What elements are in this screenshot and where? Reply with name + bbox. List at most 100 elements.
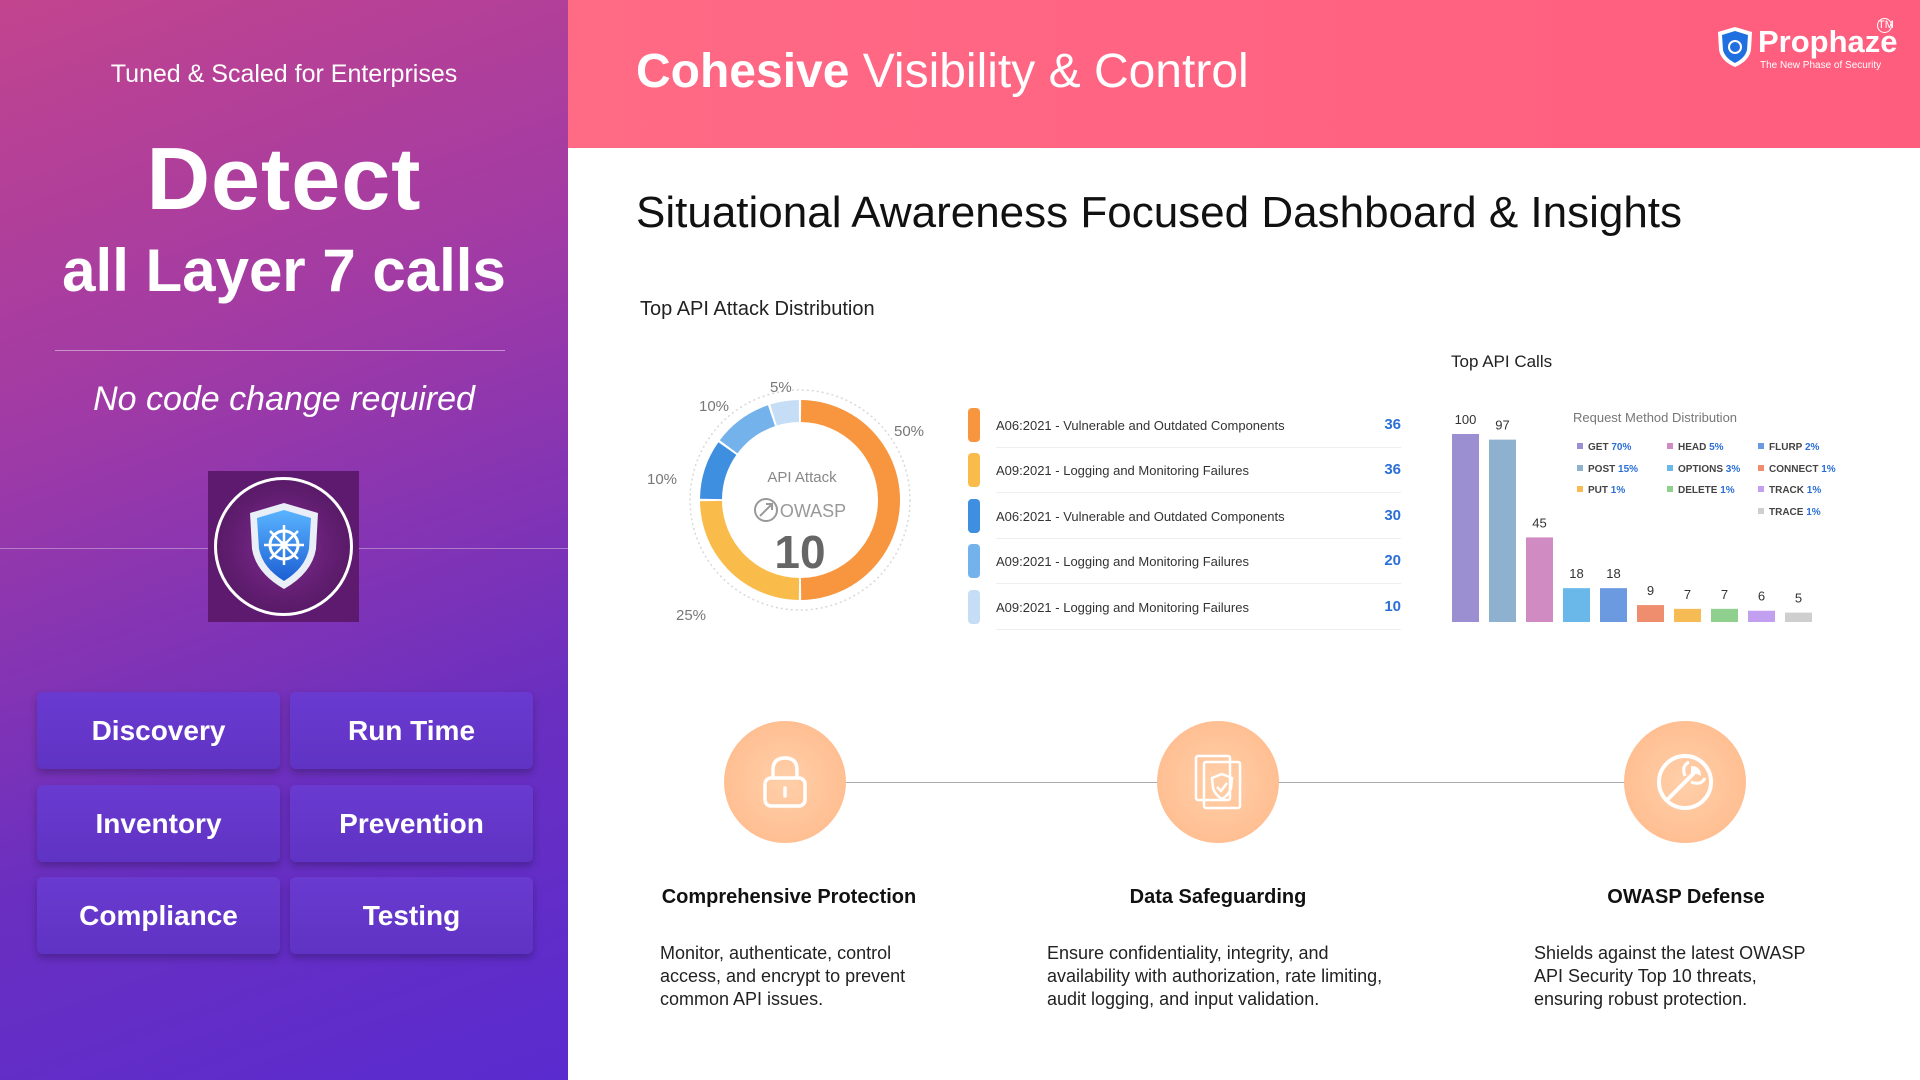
- bar-value-label: 18: [1569, 566, 1583, 581]
- bar-4[interactable]: [1600, 588, 1627, 622]
- shield-logo: [208, 471, 359, 622]
- legend-row: A06:2021 - Vulnerable and Outdated Compo…: [966, 497, 1401, 539]
- desc-line: Ensure confidentiality, integrity, and: [1047, 943, 1329, 963]
- trademark: TM: [1877, 18, 1894, 33]
- bar-value-label: 6: [1758, 589, 1765, 604]
- bar-7[interactable]: [1711, 608, 1738, 622]
- bar-8[interactable]: [1748, 610, 1775, 622]
- legend-label: A09:2021 - Logging and Monitoring Failur…: [996, 554, 1249, 569]
- feature-title: Data Safeguarding: [1129, 886, 1307, 908]
- legend-value: 36: [1384, 416, 1401, 433]
- donut-slice-2[interactable]: [700, 442, 737, 500]
- feature-description: Ensure confidentiality, integrity, and a…: [1047, 942, 1382, 1011]
- title-bold: Cohesive: [636, 45, 850, 98]
- donut-center-value: 10: [774, 526, 825, 578]
- method-legend-item: FLURP 2%: [1769, 442, 1819, 453]
- logo-sub: The New Phase of Security: [1760, 60, 1882, 71]
- run-time-button[interactable]: Run Time: [290, 692, 533, 769]
- bar-value-label: 97: [1495, 418, 1509, 433]
- donut-slice-4[interactable]: [770, 400, 800, 426]
- brand-logo[interactable]: Prophaze TM The New Phase of Security: [1716, 18, 1898, 78]
- subheadline: all Layer 7 calls: [62, 237, 506, 304]
- method-swatch: [1758, 443, 1764, 449]
- prevention-button[interactable]: Prevention: [290, 785, 533, 862]
- legend-label: A06:2021 - Vulnerable and Outdated Compo…: [996, 509, 1285, 524]
- method-swatch: [1577, 465, 1583, 471]
- bar-2[interactable]: [1526, 537, 1553, 622]
- slice-label: 25%: [676, 607, 707, 624]
- owasp-icon: [754, 498, 778, 522]
- method-legend-title: Request Method Distribution: [1573, 410, 1737, 425]
- method-swatch: [1758, 465, 1764, 471]
- attack-donut-chart: API Attack OWASP 10: [689, 389, 911, 611]
- legend-swatch: [968, 408, 980, 442]
- bar-3[interactable]: [1563, 588, 1590, 622]
- tagline: Tuned & Scaled for Enterprises: [110, 60, 458, 88]
- calls-chart-title: Top API Calls: [1451, 352, 1553, 371]
- donut-slice-0[interactable]: [800, 400, 900, 600]
- method-legend-item: TRACE 1%: [1769, 507, 1821, 518]
- feature-title: OWASP Defense: [1607, 886, 1765, 908]
- section-heading: Situational Awareness Focused Dashboard …: [636, 188, 1683, 237]
- method-swatch: [1577, 443, 1583, 449]
- secure-document-icon: [1194, 754, 1242, 810]
- bar-value-label: 18: [1606, 566, 1620, 581]
- method-swatch: [1577, 486, 1583, 492]
- bar-6[interactable]: [1674, 608, 1701, 622]
- bar-5[interactable]: [1637, 605, 1664, 622]
- desc-line: audit logging, and input validation.: [1047, 989, 1320, 1009]
- bar-9[interactable]: [1785, 612, 1812, 622]
- desc-line: API Security Top 10 threats,: [1534, 966, 1757, 986]
- legend-row: A06:2021 - Vulnerable and Outdated Compo…: [966, 406, 1401, 448]
- title-rest: Visibility & Control: [849, 45, 1249, 98]
- compliance-button[interactable]: Compliance: [37, 877, 280, 954]
- page-title: Cohesive Visibility & Control: [636, 44, 1249, 99]
- bar-value-label: 45: [1532, 515, 1546, 530]
- bar-value-label: 100: [1455, 412, 1477, 427]
- kubernetes-shield-icon: [250, 503, 318, 589]
- method-swatch: [1667, 443, 1673, 449]
- legend-label: A09:2021 - Logging and Monitoring Failur…: [996, 463, 1249, 478]
- donut-outline: [689, 389, 911, 611]
- testing-button[interactable]: Testing: [290, 877, 533, 954]
- legend-value: 10: [1384, 598, 1401, 615]
- desc-line: availability with authorization, rate li…: [1047, 966, 1383, 986]
- bar-0[interactable]: [1452, 434, 1479, 622]
- bar-value-label: 9: [1647, 583, 1654, 598]
- legend-row: A09:2021 - Logging and Monitoring Failur…: [966, 542, 1401, 584]
- slice-label: 10%: [699, 398, 730, 415]
- bar-1[interactable]: [1489, 439, 1516, 622]
- legend-swatch: [968, 453, 980, 487]
- method-swatch: [1667, 486, 1673, 492]
- legend-row: A09:2021 - Logging and Monitoring Failur…: [966, 451, 1401, 493]
- feature-description: Monitor, authenticate, control access, a…: [660, 942, 905, 1011]
- owasp-wasp-icon: [1657, 754, 1713, 810]
- desc-line: access, and encrypt to prevent: [660, 966, 906, 986]
- desc-line: common API issues.: [660, 989, 824, 1009]
- bar-value-label: 7: [1684, 587, 1691, 602]
- method-legend-item: CONNECT 1%: [1769, 464, 1836, 475]
- attack-chart-title: Top API Attack Distribution: [640, 298, 875, 320]
- legend-swatch: [968, 499, 980, 533]
- bar-value-label: 5: [1795, 591, 1802, 606]
- owasp-text: OWASP: [780, 501, 846, 521]
- donut-slice-3[interactable]: [719, 405, 776, 454]
- desc-line: Monitor, authenticate, control: [660, 943, 892, 963]
- slice-label: 10%: [647, 471, 678, 488]
- donut-center-label: API Attack: [767, 469, 837, 486]
- feature-description: Shields against the latest OWASP API Sec…: [1534, 942, 1805, 1011]
- bar-value-label: 7: [1721, 587, 1728, 602]
- legend-row: A09:2021 - Logging and Monitoring Failur…: [966, 588, 1401, 630]
- inventory-button[interactable]: Inventory: [37, 785, 280, 862]
- method-legend-item: POST 15%: [1588, 464, 1638, 475]
- prophaze-shield-icon: [1718, 27, 1752, 67]
- logo-name: Prophaze: [1758, 24, 1898, 59]
- divider: [55, 350, 505, 351]
- legend-swatch: [968, 590, 980, 624]
- method-swatch: [1758, 486, 1764, 492]
- donut-slice-1[interactable]: [700, 500, 800, 600]
- discovery-button[interactable]: Discovery: [37, 692, 280, 769]
- feature-circle: [724, 721, 846, 843]
- feature-title: Comprehensive Protection: [661, 886, 917, 908]
